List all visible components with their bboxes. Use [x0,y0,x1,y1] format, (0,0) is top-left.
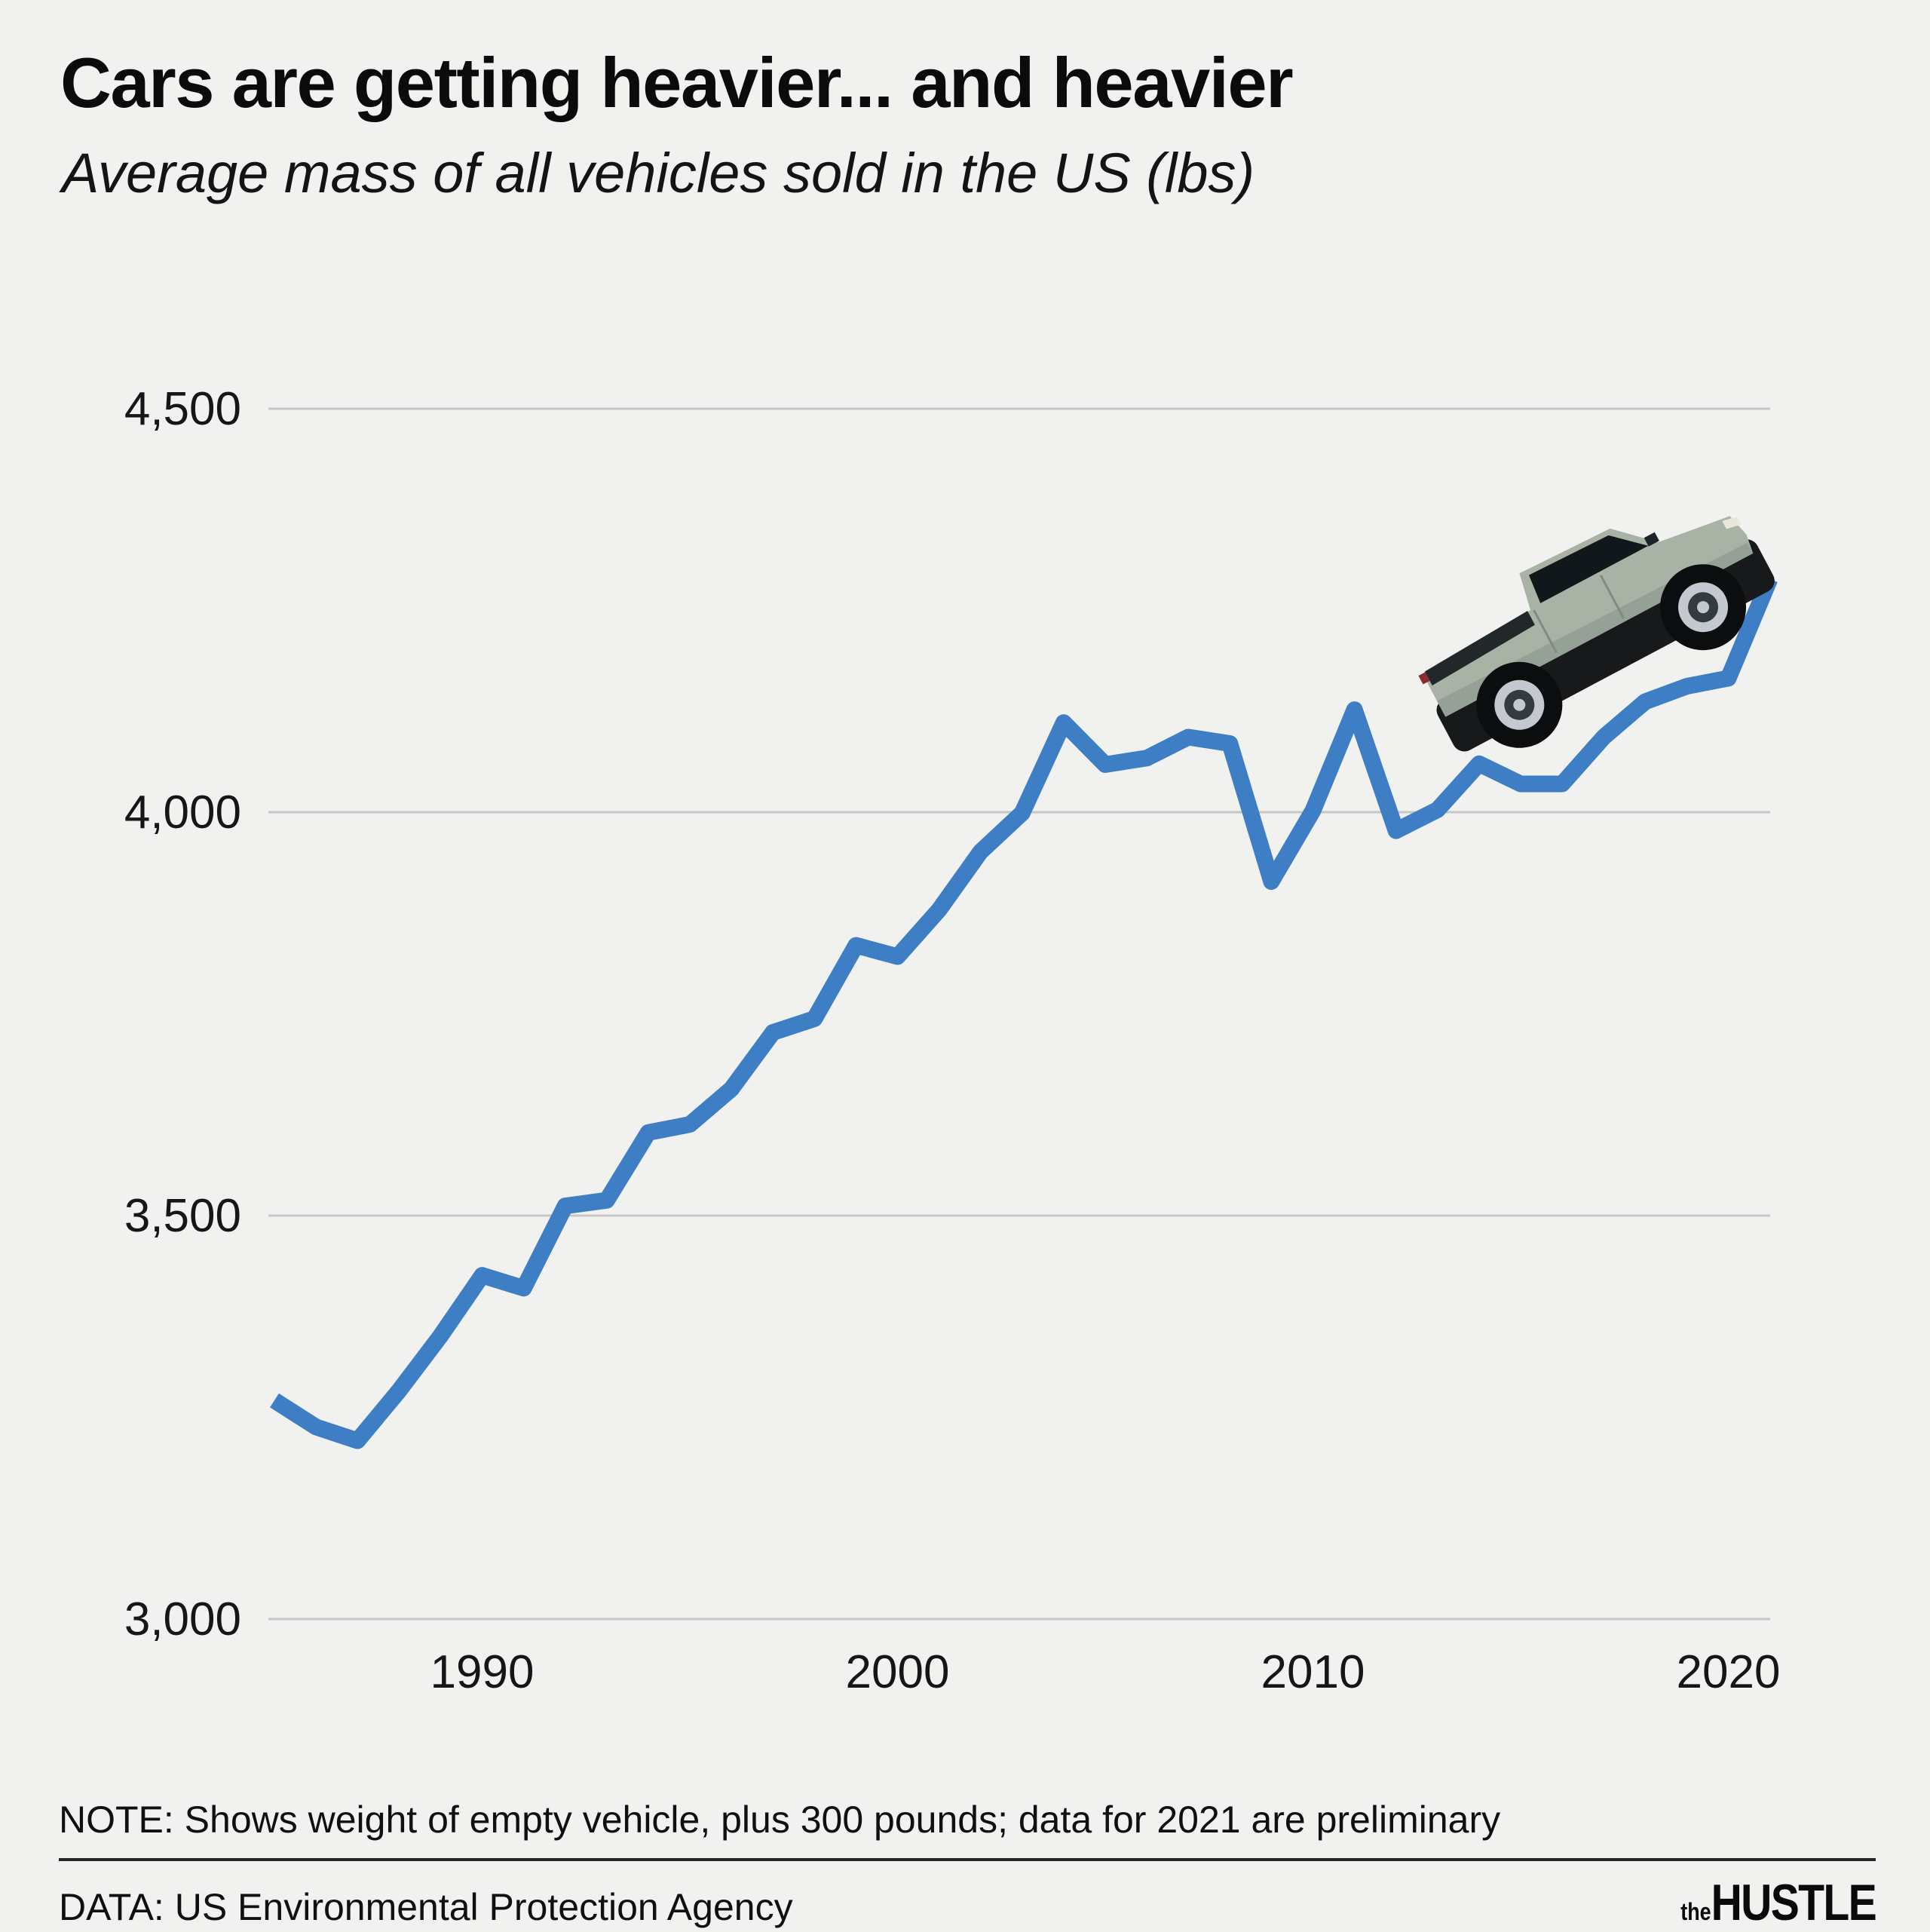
y-axis-tick-labels: 3,000 3,500 4,000 4,500 [124,383,241,1645]
x-tick-label-1990: 1990 [430,1646,535,1698]
y-tick-label-3000: 3,000 [124,1593,241,1645]
x-tick-label-2020: 2020 [1677,1646,1781,1698]
car-headlight [1722,517,1742,529]
car-bed-cover [1424,611,1535,686]
car-door-seams [1533,575,1625,654]
car-front-wheel [1660,564,1747,651]
car-windows [1529,535,1649,603]
car-mirror [1644,532,1659,547]
y-tick-label-4500: 4,500 [124,383,241,435]
vehicle-mass-line [270,575,1778,1449]
the-hustle-logo: the HUSTLE [1680,1873,1876,1932]
data-source: DATA: US Environmental Protection Agency [59,1886,793,1928]
y-tick-label-3500: 3,500 [124,1190,241,1242]
source-row: DATA: US Environmental Protection Agency… [59,1873,1877,1932]
chart-subtitle: Average mass of all vehicles sold in the… [62,142,1255,205]
car-taillight [1418,672,1430,685]
logo-name: HUSTLE [1711,1874,1877,1931]
chart-title: Cars are getting heavier... and heavier [60,43,1294,122]
chart-header: Cars are getting heavier... and heavier … [60,43,1294,205]
car-rear-wheel [1476,661,1563,748]
footer-note: NOTE: Shows weight of empty vehicle, plu… [59,1799,1501,1841]
hummer-ev-image [1418,516,1775,752]
x-axis-tick-labels: 1990 2000 2010 2020 [430,1646,1781,1698]
x-tick-label-2000: 2000 [846,1646,950,1698]
chart-footer: NOTE: Shows weight of empty vehicle, plu… [59,1798,1877,1932]
y-tick-label-4000: 4,000 [124,787,241,839]
logo-the: the [1680,1898,1711,1925]
footer-divider [59,1858,1876,1861]
x-tick-label-2010: 2010 [1261,1646,1365,1698]
